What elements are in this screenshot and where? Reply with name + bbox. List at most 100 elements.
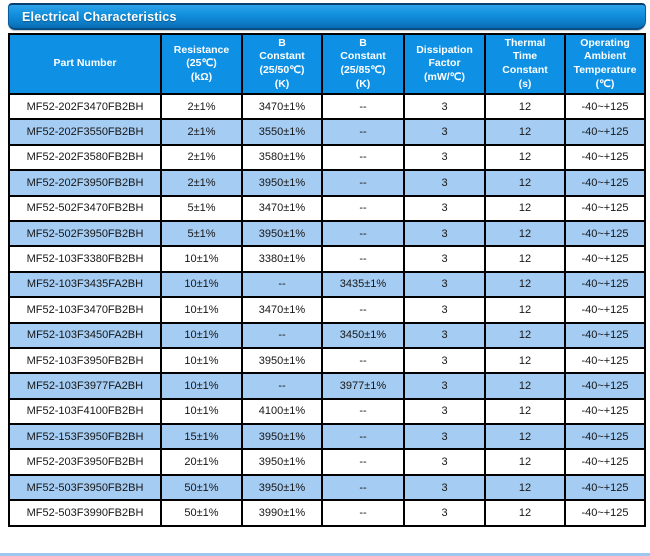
table-cell: 3470±1%	[241, 296, 323, 324]
table-row: MF52-153F3950FB2BH 15±1% 3950±1% -- 3 12 -40~+…	[8, 423, 646, 451]
table-cell: 3950±1%	[241, 423, 323, 451]
column-header-resistance: Resistance (25℃) (kΩ)	[160, 33, 243, 95]
table-cell: -40~+125	[564, 270, 646, 299]
table-cell: --	[321, 143, 405, 172]
table-cell: --	[321, 169, 405, 197]
table-body: MF52-202F3470FB2BH 2±1% 3470±1% -- 3 12 -40~+1…	[8, 92, 646, 527]
table-cell: 3	[403, 296, 486, 324]
table-row: MF52-103F4100FB2BH 10±1% 4100±1% -- 3 12 -40~+…	[8, 397, 646, 426]
table-cell: --	[241, 372, 323, 400]
table-cell: 12	[484, 423, 566, 451]
table-cell: 50±1%	[160, 473, 243, 502]
table-cell: 3	[403, 448, 486, 476]
table-cell: 5±1%	[160, 219, 243, 248]
table-cell: -40~+125	[564, 448, 646, 476]
table-cell: 3	[403, 169, 486, 197]
table-cell: 10±1%	[160, 245, 243, 273]
table-cell: 3950±1%	[241, 346, 323, 375]
table-cell: 3	[403, 499, 486, 527]
table-cell: -40~+125	[564, 397, 646, 426]
table-row: MF52-103F3380FB2BH 10±1% 3380±1% -- 3 12 -40~+…	[8, 245, 646, 273]
table-cell: 3580±1%	[241, 143, 323, 172]
table-cell: 3	[403, 372, 486, 400]
table-cell: MF52-103F3435FA2BH	[8, 270, 162, 299]
table-row: MF52-503F3990FB2BH 50±1% 3990±1% -- 3 12 -40~+…	[8, 499, 646, 527]
table-cell: 12	[484, 397, 566, 426]
table-row: MF52-103F3450FA2BH 10±1% -- 3450±1% 3 12 -40~+…	[8, 321, 646, 349]
table-cell: MF52-103F3450FA2BH	[8, 321, 162, 349]
table-header: Part Number Resistance (25℃) (kΩ) B Cons…	[8, 33, 646, 95]
table-cell: -40~+125	[564, 473, 646, 502]
table-cell: 12	[484, 219, 566, 248]
table-row: MF52-502F3470FB2BH 5±1% 3470±1% -- 3 12 -40~+1…	[8, 194, 646, 222]
table-cell: 12	[484, 321, 566, 349]
table-cell: 3950±1%	[241, 169, 323, 197]
table-cell: -40~+125	[564, 372, 646, 400]
table-cell: -40~+125	[564, 321, 646, 349]
table-cell: MF52-503F3950FB2BH	[8, 473, 162, 502]
table-cell: --	[321, 346, 405, 375]
table-cell: 10±1%	[160, 296, 243, 324]
table-cell: 10±1%	[160, 321, 243, 349]
table-header-row: Part Number Resistance (25℃) (kΩ) B Cons…	[8, 33, 646, 95]
table-cell: --	[321, 118, 405, 146]
table-cell: 12	[484, 499, 566, 527]
table-cell: 12	[484, 92, 566, 121]
table-cell: --	[321, 92, 405, 121]
table-cell: 2±1%	[160, 169, 243, 197]
table-cell: -40~+125	[564, 296, 646, 324]
table-cell: MF52-153F3950FB2BH	[8, 423, 162, 451]
table-cell: --	[321, 423, 405, 451]
table-cell: MF52-103F4100FB2BH	[8, 397, 162, 426]
table-cell: 3	[403, 92, 486, 121]
table-cell: MF52-202F3950FB2BH	[8, 169, 162, 197]
table-cell: 3	[403, 270, 486, 299]
table-cell: MF52-103F3950FB2BH	[8, 346, 162, 375]
table-cell: --	[321, 219, 405, 248]
table-cell: 12	[484, 270, 566, 299]
page-bottom-edge	[0, 553, 650, 556]
table-row: MF52-202F3580FB2BH 2±1% 3580±1% -- 3 12 -40~+1…	[8, 143, 646, 172]
table-cell: 3950±1%	[241, 448, 323, 476]
table-cell: 50±1%	[160, 499, 243, 527]
table-row: MF52-503F3950FB2BH 50±1% 3950±1% -- 3 12 -40~+…	[8, 473, 646, 502]
table-cell: 12	[484, 473, 566, 502]
table-cell: 3550±1%	[241, 118, 323, 146]
table-cell: MF52-202F3580FB2BH	[8, 143, 162, 172]
table-cell: -40~+125	[564, 92, 646, 121]
table-cell: -40~+125	[564, 118, 646, 146]
table-cell: --	[321, 194, 405, 222]
table-cell: 12	[484, 448, 566, 476]
table-cell: 12	[484, 346, 566, 375]
table-row: MF52-103F3977FA2BH 10±1% -- 3977±1% 3 12 -40~+…	[8, 372, 646, 400]
table-cell: 3450±1%	[321, 321, 405, 349]
table-cell: MF52-202F3550FB2BH	[8, 118, 162, 146]
table-cell: 4100±1%	[241, 397, 323, 426]
table-cell: --	[241, 270, 323, 299]
table-cell: 20±1%	[160, 448, 243, 476]
table-cell: 12	[484, 296, 566, 324]
table-cell: 3	[403, 321, 486, 349]
column-header-dissipation-factor: Dissipation Factor (mW/℃)	[403, 33, 486, 95]
table-cell: 5±1%	[160, 194, 243, 222]
table-cell: MF52-103F3470FB2BH	[8, 296, 162, 324]
table-row: MF52-202F3550FB2BH 2±1% 3550±1% -- 3 12 -40~+1…	[8, 118, 646, 146]
table-cell: MF52-502F3470FB2BH	[8, 194, 162, 222]
column-header-b-constant-25-50: B Constant (25/50℃) (K)	[241, 33, 323, 95]
section-title: Electrical Characteristics	[22, 9, 177, 24]
table-cell: -40~+125	[564, 169, 646, 197]
table-cell: 3	[403, 219, 486, 248]
column-header-thermal-time-constant: Thermal Time Constant (s)	[484, 33, 566, 95]
table-cell: -40~+125	[564, 143, 646, 172]
table-cell: --	[321, 499, 405, 527]
table-cell: -40~+125	[564, 499, 646, 527]
electrical-characteristics-table: Part Number Resistance (25℃) (kΩ) B Cons…	[8, 33, 646, 527]
table-row: MF52-502F3950FB2BH 5±1% 3950±1% -- 3 12 -40~+1…	[8, 219, 646, 248]
table-cell: 3	[403, 397, 486, 426]
table-cell: 12	[484, 169, 566, 197]
table-cell: MF52-503F3990FB2BH	[8, 499, 162, 527]
table-cell: MF52-103F3977FA2BH	[8, 372, 162, 400]
table-cell: --	[321, 448, 405, 476]
table-cell: 15±1%	[160, 423, 243, 451]
table-cell: 3435±1%	[321, 270, 405, 299]
